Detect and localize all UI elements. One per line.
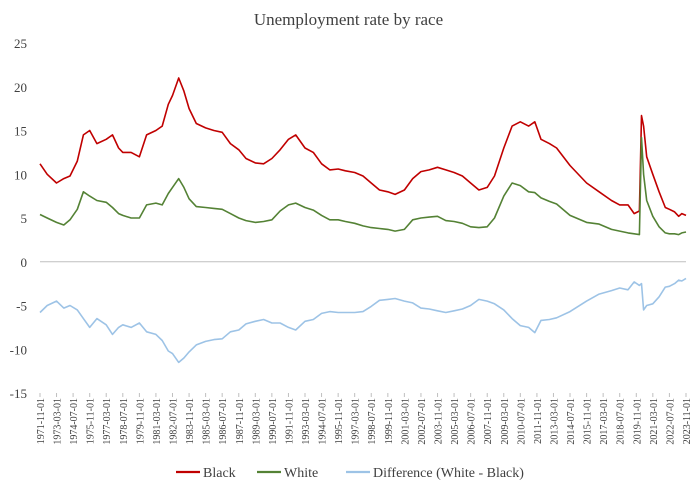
x-tick-label: 2014-07-01 [566,398,577,445]
legend-label: White [284,466,318,481]
y-tick-label: -10 [10,342,27,357]
x-tick-label: 1998-07-01 [367,398,378,445]
x-tick-label: 1987-11-01 [235,398,246,444]
y-tick-label: 15 [14,124,27,139]
y-tick-label: -15 [10,386,27,401]
x-tick-label: 2022-07-01 [665,398,676,445]
x-tick-label: 2001-03-01 [400,398,411,445]
series-lines [39,77,687,364]
x-tick-label: 1997-03-01 [351,398,362,445]
x-tick-label: 2013-03-01 [549,398,560,445]
x-tick-label: 1986-07-01 [218,398,229,445]
x-tick-label: 1973-03-01 [53,398,64,445]
y-tick-label: 25 [14,36,27,51]
x-tick-label: 2019-11-01 [632,398,643,444]
y-tick-label: 5 [21,211,28,226]
y-tick-label: 0 [21,255,28,270]
x-tick-label: 1999-11-01 [384,398,395,444]
x-axis-tick-labels: 1971-11-01 1973-03-01 1974-07-01 1975-11-01… [36,393,693,445]
x-tick-label: 1995-11-01 [334,398,345,444]
x-tick-label: 1991-11-01 [284,398,295,444]
x-tick-label: 2011-11-01 [533,398,544,444]
x-tick-label: 2023-11-01 [682,398,693,444]
x-tick-label: 2021-03-01 [649,398,660,445]
x-tick-label: 2018-07-01 [616,398,627,445]
series-line-black [39,77,687,218]
x-tick-label: 1975-11-01 [86,398,97,444]
x-tick-label: 1994-07-01 [318,398,329,445]
x-tick-label: 1983-11-01 [185,398,196,444]
x-tick-label: 2005-03-01 [450,398,461,445]
x-tick-label: 1993-03-01 [301,398,312,445]
legend-label: Black [203,466,236,481]
chart-title: Unemployment rate by race [254,10,443,29]
x-tick-label: 1979-11-01 [135,398,146,444]
y-tick-label: -5 [16,299,27,314]
x-tick-label: 1977-03-01 [102,398,113,445]
x-tick-label: 1974-07-01 [69,398,80,445]
x-tick-label: 1978-07-01 [119,398,130,445]
x-tick-label: 1985-03-01 [202,398,213,445]
x-tick-label: 2007-11-01 [483,398,494,444]
x-tick-label: 2006-07-01 [467,398,478,445]
x-tick-label: 1981-03-01 [152,398,163,445]
x-tick-label: 2003-11-01 [434,398,445,444]
x-tick-label: 2010-07-01 [516,398,527,445]
chart-legend: Black White Difference (White - Black) [176,466,524,481]
x-tick-label: 1971-11-01 [36,398,47,444]
x-tick-label: 1989-03-01 [251,398,262,445]
x-tick-label: 2009-03-01 [500,398,511,445]
x-tick-label: 1982-07-01 [168,398,179,445]
x-tick-label: 2002-07-01 [417,398,428,445]
x-tick-label: 1990-07-01 [268,398,279,445]
series-line-difference [39,277,687,364]
y-tick-label: 10 [14,167,27,182]
x-tick-label: 2017-03-01 [599,398,610,445]
x-tick-label: 2015-11-01 [583,398,594,444]
y-tick-label: 20 [14,80,27,95]
legend-label: Difference (White - Black) [373,466,524,481]
y-axis-tick-labels: 25 20 15 10 5 0 -5 -10 -15 [10,36,27,401]
series-line-white [39,136,687,236]
